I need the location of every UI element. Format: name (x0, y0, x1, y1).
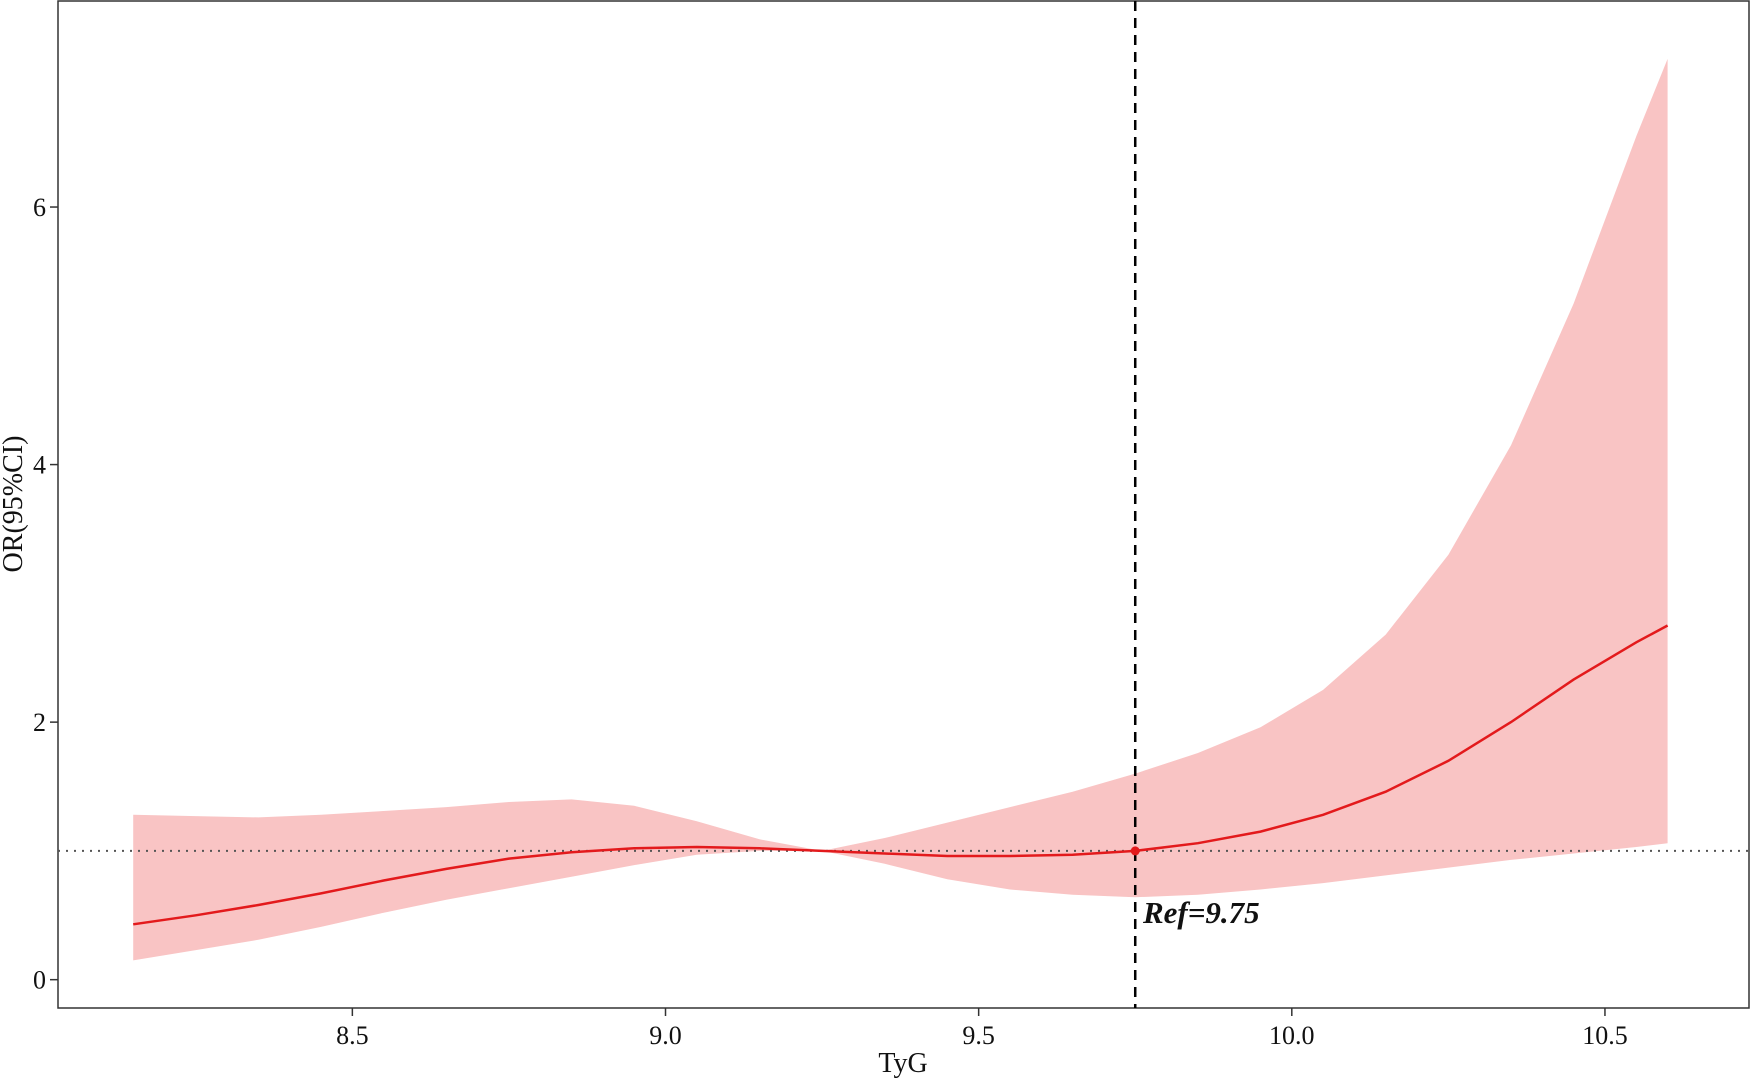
y-tick-label: 6 (33, 193, 46, 222)
x-axis: 8.5 9.0 9.5 10.0 10.5 (336, 1008, 1628, 1050)
y-tick-label: 0 (33, 966, 46, 995)
x-tick-label: 8.5 (336, 1021, 369, 1050)
confidence-band (133, 58, 1668, 961)
x-axis-title: TyG (878, 1048, 927, 1079)
reference-point (1130, 846, 1140, 856)
x-tick-label: 10.5 (1582, 1021, 1628, 1050)
reference-label: Ref=9.75 (1142, 895, 1260, 930)
y-axis: 0 2 4 6 (33, 193, 58, 995)
y-tick-label: 2 (33, 708, 46, 737)
x-tick-label: 10.0 (1269, 1021, 1315, 1050)
x-tick-label: 9.0 (649, 1021, 682, 1050)
y-axis-title: OR(95%CI) (0, 436, 29, 573)
y-tick-label: 4 (33, 451, 46, 480)
x-tick-label: 9.5 (962, 1021, 995, 1050)
or-curve (133, 624, 1669, 926)
